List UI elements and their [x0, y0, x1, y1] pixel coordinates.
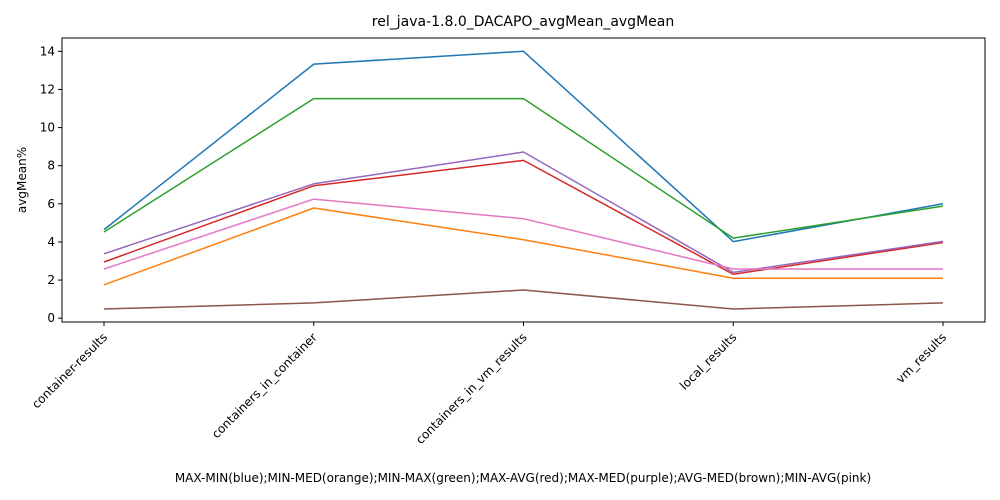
series-line-0: [103, 50, 944, 243]
plot-frame: [61, 37, 986, 323]
y-tick-label: 6: [47, 197, 55, 211]
x-tick-label: containers_in_vm_results: [413, 330, 530, 447]
x-axis: container-results containers_in_container…: [29, 322, 949, 447]
series-line-4: [103, 151, 944, 274]
x-axis-label: MAX-MIN(blue);MIN-MED(orange);MIN-MAX(gr…: [175, 471, 871, 485]
chart-title: rel_java-1.8.0_DACAPO_avgMean_avgMean: [372, 14, 674, 30]
x-tick-label: vm_results: [893, 330, 949, 386]
series-line-3: [103, 159, 944, 276]
x-tick-label: containers_in_container: [209, 330, 320, 441]
y-tick-label: 2: [47, 273, 55, 287]
series-line-2: [103, 97, 944, 239]
y-tick-label: 12: [40, 82, 55, 96]
y-axis: 0 2 4 6 8 10 12 14: [40, 44, 62, 325]
x-tick-label: container-results: [29, 330, 110, 411]
y-tick-label: 10: [40, 121, 55, 135]
y-axis-label: avgMean%: [15, 147, 29, 213]
series-layer: [103, 50, 944, 310]
y-tick-label: 14: [40, 44, 55, 58]
series-line-6: [103, 198, 943, 270]
y-tick-label: 0: [47, 311, 55, 325]
y-tick-label: 4: [47, 235, 55, 249]
series-line-5: [103, 289, 944, 310]
y-tick-label: 8: [47, 159, 55, 173]
series-line-1: [103, 207, 943, 286]
x-tick-label: local_results: [677, 330, 739, 392]
